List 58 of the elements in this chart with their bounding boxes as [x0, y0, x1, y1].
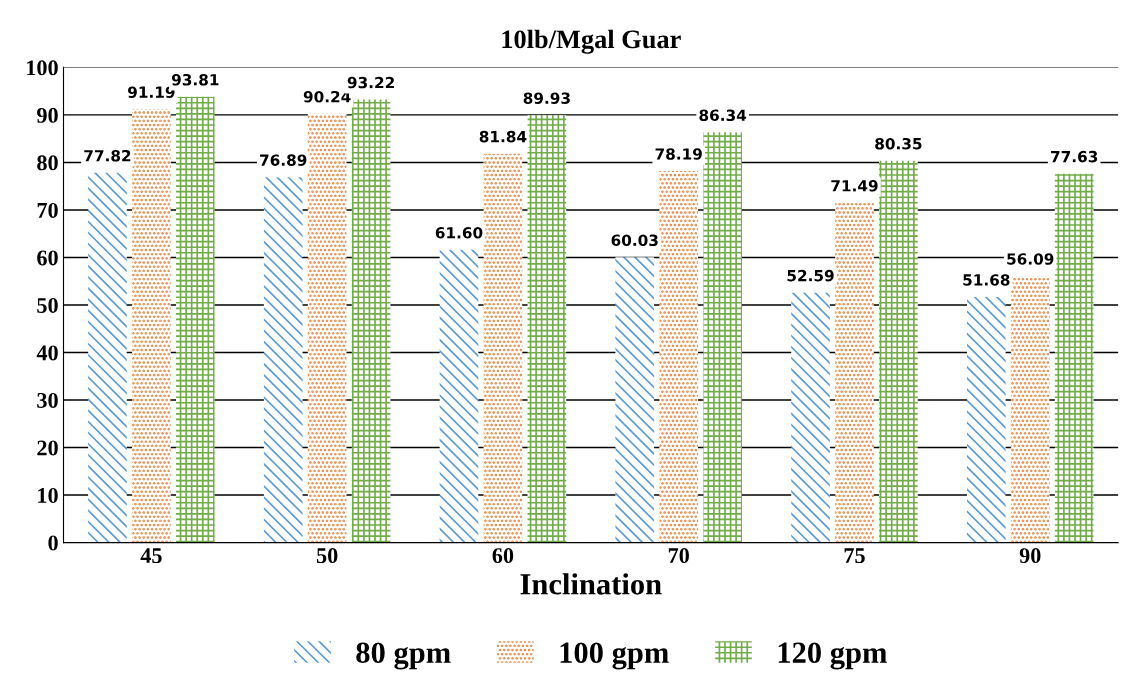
y-tick-label: 100 [27, 60, 58, 76]
x-tick-label: 45 [140, 548, 162, 564]
x-tick-label: 60 [492, 548, 514, 564]
y-tick-label: 20 [37, 440, 58, 456]
y-tick-label: 40 [36, 345, 58, 361]
data-label: 77.63 [1051, 150, 1098, 163]
x-axis-title: Inclination [520, 573, 662, 595]
data-label: 56.09 [1007, 253, 1054, 265]
x-tick-label: 75 [844, 548, 865, 564]
y-tick-label: 90 [37, 107, 58, 123]
y-tick-label: 50 [37, 297, 58, 313]
data-label: 77.82 [84, 149, 131, 162]
data-label: 81.84 [479, 130, 527, 143]
bar [1010, 276, 1050, 543]
data-label: 76.89 [260, 154, 307, 166]
y-tick-label: 30 [37, 392, 58, 408]
legend-label: 100 gpm [560, 642, 669, 670]
y-tick-label: 0 [48, 535, 58, 551]
y-tick-label: 10 [38, 487, 58, 503]
x-tick-label: 90 [1019, 548, 1041, 564]
bar [527, 115, 567, 543]
data-label: 61.60 [435, 227, 483, 239]
bar [966, 297, 1006, 543]
data-label: 93.22 [347, 76, 394, 89]
bar [439, 249, 479, 543]
bar [483, 153, 523, 543]
chart-title: 10lb/Mgal Guar [502, 29, 681, 54]
y-tick-label: 80 [37, 155, 58, 171]
data-label: 60.03 [611, 234, 658, 247]
bar [263, 177, 303, 543]
bar [132, 109, 171, 543]
x-tick-label: 50 [316, 548, 338, 564]
bar [879, 160, 918, 543]
data-label: 78.19 [655, 148, 702, 160]
legend-label: 120 gpm [778, 642, 887, 670]
bar [835, 202, 874, 543]
x-tick-label: 70 [668, 548, 689, 564]
bar [307, 113, 347, 543]
bar [615, 257, 655, 543]
bar [88, 172, 127, 543]
legend-label: 80 gpm [356, 642, 451, 670]
data-label: 93.81 [171, 73, 219, 86]
y-tick-label: 60 [37, 250, 58, 266]
data-label: 80.35 [875, 137, 922, 150]
data-label: 89.93 [523, 92, 570, 104]
bar [351, 99, 391, 543]
bar [176, 96, 215, 543]
data-label: 91.19 [128, 86, 175, 98]
y-tick-label: 70 [37, 202, 58, 218]
data-label: 71.49 [831, 180, 878, 192]
data-label: 90.24 [303, 90, 351, 103]
bar [703, 132, 742, 543]
data-label: 51.68 [963, 274, 1010, 286]
bar [1054, 173, 1094, 543]
bar [659, 171, 699, 543]
data-label: 86.34 [699, 109, 747, 122]
data-label: 52.59 [787, 269, 834, 282]
bar [791, 292, 830, 543]
